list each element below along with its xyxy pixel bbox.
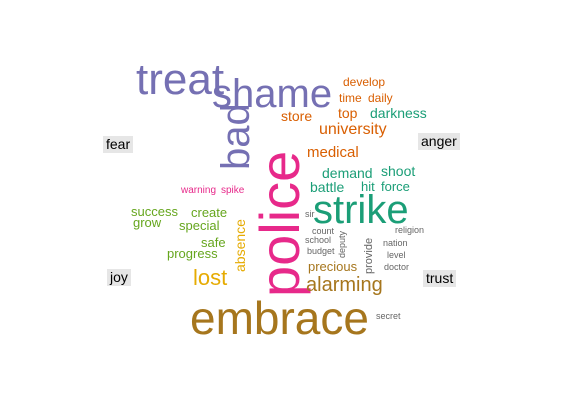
word-force: force: [381, 179, 410, 194]
word-university: university: [319, 121, 387, 138]
word-battle: battle: [310, 179, 345, 195]
word-medical: medical: [307, 144, 359, 161]
word-time: time: [339, 91, 362, 105]
word-alarming: alarming: [306, 274, 383, 296]
word-spike: spike: [221, 185, 245, 196]
word-shame: shame: [212, 72, 333, 116]
emotion-label-anger: anger: [418, 133, 460, 151]
word-store: store: [281, 108, 313, 124]
word-progress: progress: [167, 246, 218, 261]
word-precious: precious: [308, 259, 358, 274]
word-top: top: [338, 105, 358, 121]
word-treat: treat: [136, 55, 225, 104]
word-success: success: [131, 204, 178, 219]
word-absence: absence: [232, 218, 248, 272]
word-safe: safe: [201, 235, 226, 250]
word-police: police: [248, 150, 311, 297]
word-budget: budget: [307, 246, 335, 256]
word-count: count: [312, 226, 335, 236]
word-lost: lost: [193, 265, 228, 290]
emotion-label-fear: fear: [103, 136, 134, 154]
word-level: level: [387, 250, 406, 260]
emotion-label-trust: trust: [423, 270, 457, 288]
word-embrace: embrace: [190, 292, 369, 344]
word-deputy: deputy: [337, 230, 347, 258]
word-grow: grow: [133, 215, 162, 230]
word-demand: demand: [322, 165, 373, 181]
word-daily: daily: [368, 91, 393, 105]
word-nation: nation: [383, 238, 408, 248]
word-strike: strike: [313, 188, 409, 232]
emotion-label-joy: joy: [107, 269, 131, 287]
word-warning: warning: [181, 185, 217, 196]
word-shoot: shoot: [381, 163, 416, 179]
word-special: special: [179, 218, 220, 233]
word-school: school: [305, 235, 332, 245]
word-darkness: darkness: [370, 105, 427, 121]
word-religion: religion: [395, 225, 425, 235]
word-sir: sir: [305, 209, 315, 219]
word-provide: provide: [363, 238, 375, 275]
word-doctor: doctor: [384, 262, 410, 272]
word-hit: hit: [361, 179, 375, 194]
word-create: create: [191, 205, 228, 220]
word-develop: develop: [343, 75, 386, 89]
word-secret: secret: [376, 311, 401, 321]
